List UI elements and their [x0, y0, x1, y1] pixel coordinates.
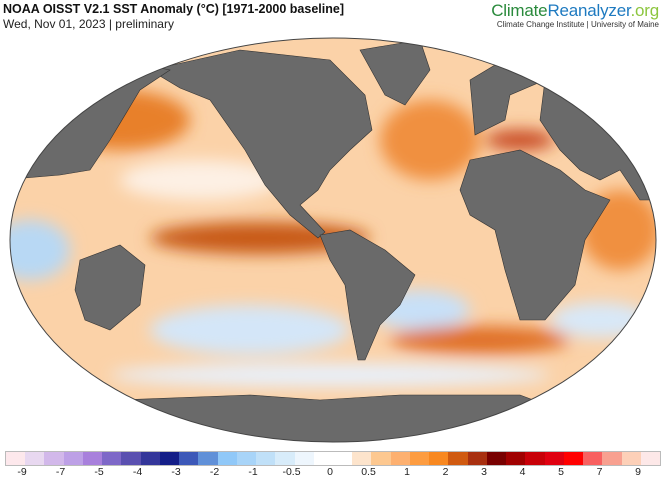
- colorbar-swatch: [159, 452, 180, 465]
- colorbar-tick-label: -3: [171, 466, 181, 478]
- sst-anomaly-map: [9, 37, 657, 443]
- colorbar-swatch: [352, 452, 372, 465]
- colorbar-tick-label: -7: [55, 466, 66, 478]
- north-america: [149, 49, 373, 239]
- colorbar-swatch: [82, 452, 103, 465]
- colorbar-tick-label: -4: [132, 466, 143, 478]
- colorbar-swatch: [467, 452, 487, 465]
- colorbar-tick-label: 9: [635, 466, 641, 478]
- colorbar-swatch: [583, 452, 603, 465]
- colorbar-swatch: [429, 452, 449, 465]
- colorbar-swatch: [217, 452, 237, 465]
- colorbar-swatch: [236, 452, 257, 465]
- colorbar-tick-label: 5: [558, 466, 564, 478]
- africa: [459, 149, 611, 321]
- colorbar-swatch: [640, 452, 660, 465]
- logo-text-org: .org: [630, 1, 660, 20]
- map-date: Wed, Nov 01, 2023 | preliminary: [3, 17, 174, 31]
- logo-tagline: Climate Change Institute | University of…: [496, 20, 659, 29]
- colorbar-swatch: [409, 452, 430, 465]
- colorbar-tick-label: 7: [596, 466, 603, 478]
- logo-text-reanalyzer: Reanalyzer: [547, 1, 631, 20]
- colorbar-tick-label: -1: [248, 466, 258, 478]
- colorbar-tick-label: 0: [327, 466, 333, 478]
- colorbar-swatch: [25, 452, 45, 465]
- colorbar-swatch: [179, 452, 199, 465]
- colorbar: [5, 451, 661, 466]
- colorbar-swatch: [44, 452, 64, 465]
- colorbar-swatch: [621, 452, 641, 465]
- colorbar-tick-label: 4: [519, 466, 526, 478]
- colorbar-swatch: [563, 452, 584, 465]
- colorbar-labels: -9 -7 -5 -4 -3 -2 -1 -0.5 0 0.5 1 2 3 4 5 7 9: [12, 466, 648, 478]
- colorbar-tick-label: 0.5: [361, 466, 376, 478]
- colorbar-tick-label: 2: [442, 466, 449, 478]
- climate-reanalyzer-logo[interactable]: ClimateReanalyzer.org Climate Change Ins…: [491, 1, 659, 29]
- map-title: NOAA OISST V2.1 SST Anomaly (°C) [1971-2…: [3, 2, 344, 16]
- colorbar-tick-label: -2: [209, 466, 220, 478]
- colorbar-swatch: [6, 452, 26, 465]
- colorbar-swatch: [294, 452, 314, 465]
- colorbar-tick-label: 3: [481, 466, 487, 478]
- colorbar-swatch: [525, 452, 545, 465]
- colorbar-swatch: [602, 452, 622, 465]
- colorbar-swatch: [102, 452, 122, 465]
- south-america: [319, 229, 416, 361]
- colorbar-tick-label: -0.5: [282, 466, 301, 478]
- colorbar-swatch: [486, 452, 507, 465]
- colorbar-tick-label: -5: [94, 466, 104, 478]
- logo-text-climate: Climate: [491, 1, 548, 20]
- colorbar-swatch: [506, 452, 526, 465]
- colorbar-swatch: [63, 452, 83, 465]
- colorbar-swatch: [275, 452, 295, 465]
- colorbar-swatch: [371, 452, 391, 465]
- colorbar-swatch: [256, 452, 276, 465]
- colorbar-swatch: [140, 452, 160, 465]
- colorbar-swatch: [448, 452, 468, 465]
- colorbar-swatch: [544, 452, 564, 465]
- map-border: [9, 37, 657, 443]
- colorbar-swatch: [390, 452, 410, 465]
- colorbar-swatch: [198, 452, 218, 465]
- colorbar-tick-label: 1: [404, 466, 410, 478]
- colorbar-swatch: [121, 452, 141, 465]
- colorbar-tick-label: -9: [17, 466, 27, 478]
- australia: [74, 244, 146, 331]
- colorbar-swatch: [313, 452, 353, 465]
